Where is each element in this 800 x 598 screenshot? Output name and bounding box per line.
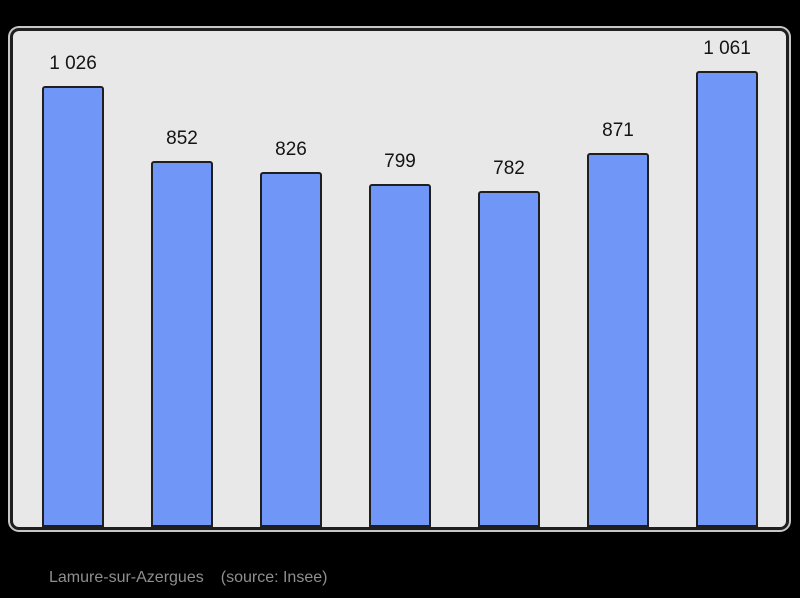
bar-value-label: 852	[166, 128, 198, 149]
bar-value-label: 1 026	[49, 53, 97, 74]
bar	[369, 184, 431, 527]
bar	[151, 161, 213, 527]
plot-area: 1 026 852 826 799 782 871 1 061	[13, 31, 786, 527]
source-credit: (source: Insee)	[220, 569, 328, 586]
bar-group: 871	[587, 120, 649, 527]
bar-value-label: 826	[275, 139, 307, 160]
bar-group: 852	[151, 128, 213, 527]
bar-value-label: 782	[493, 158, 525, 179]
bar	[696, 71, 758, 527]
bar	[42, 86, 104, 527]
commune-name: Lamure-sur-Azergues	[49, 569, 204, 586]
chart-panel: 1 026 852 826 799 782 871 1 061	[10, 28, 789, 530]
bar-value-label: 799	[384, 151, 416, 172]
bar	[260, 172, 322, 527]
bar-group: 782	[478, 158, 540, 527]
bar	[478, 191, 540, 527]
bar-group: 799	[369, 151, 431, 527]
bar-value-label: 871	[602, 120, 634, 141]
bar-group: 1 061	[696, 38, 758, 527]
chart-caption: Lamure-sur-Azergues (source: Insee)	[49, 569, 327, 587]
bar-group: 826	[260, 139, 322, 527]
bar	[587, 153, 649, 527]
bar-value-label: 1 061	[703, 38, 751, 59]
bar-group: 1 026	[42, 53, 104, 527]
